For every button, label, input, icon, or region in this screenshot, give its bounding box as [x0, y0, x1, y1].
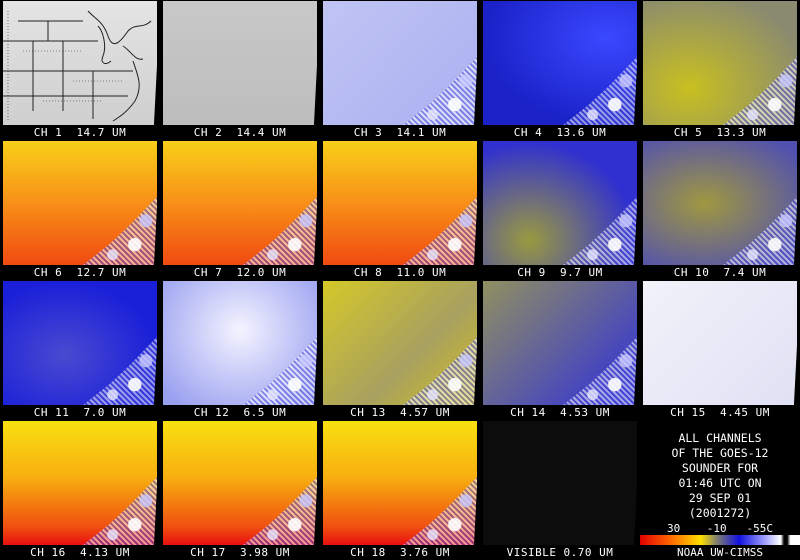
ch1-image [3, 1, 157, 125]
ch16-image [3, 421, 157, 545]
panel-caption: CH 14 4.53 UM [510, 406, 610, 419]
info-line: SOUNDER FOR [681, 461, 759, 475]
ch11-image [3, 281, 157, 405]
panel-ch2: CH 2 14.4 UM [160, 0, 320, 140]
panel-caption: VISIBLE 0.70 UM [506, 546, 614, 559]
panel-ch5: CH 5 13.3 UM [640, 0, 800, 140]
panel-caption: CH 9 9.7 UM [517, 266, 603, 279]
ch13-image [323, 281, 477, 405]
panel-caption: CH 11 7.0 UM [33, 406, 127, 419]
color-scale-labels: 30 -10 -55C [667, 522, 773, 535]
panel-caption: CH 12 6.5 UM [193, 406, 287, 419]
ch17-image [163, 421, 317, 545]
ch6-image [3, 141, 157, 265]
ch14-image [483, 281, 637, 405]
panel-ch15: CH 15 4.45 UM [640, 280, 800, 420]
ch5-image [643, 1, 797, 125]
panel-caption: CH 4 13.6 UM [513, 126, 607, 139]
panel-caption: CH 6 12.7 UM [33, 266, 127, 279]
panel-caption: CH 3 14.1 UM [353, 126, 447, 139]
panel-ch16: CH 16 4.13 UM [0, 420, 160, 560]
credit-label: NOAA UW-CIMSS [676, 546, 764, 559]
panel-ch6: CH 6 12.7 UM [0, 140, 160, 280]
panel-caption: CH 8 11.0 UM [353, 266, 447, 279]
panel-ch3: CH 3 14.1 UM [320, 0, 480, 140]
panel-visible: VISIBLE 0.70 UM [480, 420, 640, 560]
panel-ch9: CH 9 9.7 UM [480, 140, 640, 280]
temperature-color-bar [640, 535, 800, 545]
info-date: 29 SEP 01 [688, 491, 752, 505]
panel-caption: CH 10 7.4 UM [673, 266, 767, 279]
panel-caption: CH 13 4.57 UM [350, 406, 450, 419]
ch9-image [483, 141, 637, 265]
ch3-image [323, 1, 477, 125]
ch12-image [163, 281, 317, 405]
info-panel: ALL CHANNELS OF THE GOES-12 SOUNDER FOR … [640, 420, 800, 560]
panel-caption: CH 15 4.45 UM [670, 406, 770, 419]
info-line: ALL CHANNELS [678, 431, 762, 445]
panel-ch8: CH 8 11.0 UM [320, 140, 480, 280]
panel-caption: CH 18 3.76 UM [350, 546, 450, 559]
panel-caption: CH 2 14.4 UM [193, 126, 287, 139]
panel-ch1: CH 1 14.7 UM [0, 0, 160, 140]
info-julian-date: (2001272) [688, 506, 752, 520]
panel-ch18: CH 18 3.76 UM [320, 420, 480, 560]
ch15-image [643, 281, 797, 405]
panel-ch12: CH 12 6.5 UM [160, 280, 320, 420]
panel-caption: CH 5 13.3 UM [673, 126, 767, 139]
panel-ch11: CH 11 7.0 UM [0, 280, 160, 420]
panel-ch7: CH 7 12.0 UM [160, 140, 320, 280]
info-time: 01:46 UTC ON [678, 476, 762, 490]
ch4-image [483, 1, 637, 125]
panel-caption: CH 1 14.7 UM [33, 126, 127, 139]
panel-ch13: CH 13 4.57 UM [320, 280, 480, 420]
panel-caption: CH 16 4.13 UM [30, 546, 130, 559]
panel-ch17: CH 17 3.98 UM [160, 420, 320, 560]
ch10-image [643, 141, 797, 265]
ch2-image [163, 1, 317, 125]
panel-caption: CH 7 12.0 UM [193, 266, 287, 279]
ch18-image [323, 421, 477, 545]
state-boundaries-map [3, 10, 152, 122]
panel-ch10: CH 10 7.4 UM [640, 140, 800, 280]
panel-caption: CH 17 3.98 UM [190, 546, 290, 559]
ch7-image [163, 141, 317, 265]
ch8-image [323, 141, 477, 265]
info-line: OF THE GOES-12 [671, 446, 769, 460]
panel-ch14: CH 14 4.53 UM [480, 280, 640, 420]
panel-ch4: CH 4 13.6 UM [480, 0, 640, 140]
visible-image [483, 421, 637, 545]
